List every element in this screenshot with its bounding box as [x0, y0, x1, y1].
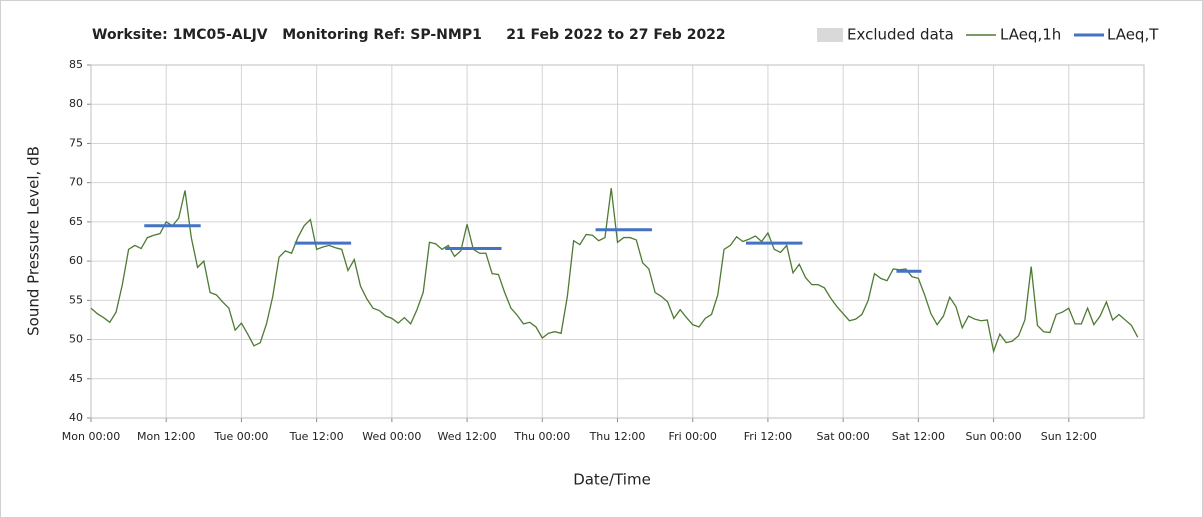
x-tick-label: Mon 00:00	[62, 430, 120, 443]
legend-label: LAeq,1h	[1000, 26, 1061, 44]
x-axis-title: Date/Time	[573, 471, 651, 489]
x-tick-label: Sun 00:00	[966, 430, 1022, 443]
y-tick-label: 60	[69, 254, 83, 267]
legend-swatch	[817, 28, 843, 42]
x-tick-label: Fri 00:00	[669, 430, 717, 443]
plot-frame	[90, 64, 1145, 419]
y-axis-title: Sound Pressure Level, dB	[25, 146, 43, 336]
x-tick-label: Wed 12:00	[437, 430, 496, 443]
legend-label: LAeq,T	[1107, 26, 1159, 44]
x-tick-label: Tue 00:00	[213, 430, 268, 443]
x-tick-label: Sat 12:00	[892, 430, 945, 443]
y-tick-label: 85	[69, 58, 83, 71]
x-tick-label: Wed 00:00	[362, 430, 421, 443]
y-tick-label: 55	[69, 293, 83, 306]
y-tick-label: 70	[69, 176, 83, 189]
x-tick-label: Mon 12:00	[137, 430, 195, 443]
x-tick-label: Thu 00:00	[513, 430, 570, 443]
y-tick-label: 65	[69, 215, 83, 228]
y-tick-label: 50	[69, 333, 83, 346]
x-tick-label: Sun 12:00	[1041, 430, 1097, 443]
x-tick-label: Thu 12:00	[589, 430, 646, 443]
x-tick-label: Fri 12:00	[744, 430, 792, 443]
y-tick-label: 75	[69, 136, 83, 149]
y-tick-label: 80	[69, 97, 83, 110]
chart-title: Worksite: 1MC05-ALJV Monitoring Ref: SP-…	[92, 27, 726, 43]
data-line	[90, 188, 1139, 354]
legend-label: Excluded data	[847, 26, 954, 44]
y-tick-label: 40	[69, 411, 83, 424]
y-tick-label: 45	[69, 372, 83, 385]
x-tick-label: Tue 12:00	[289, 430, 344, 443]
x-tick-label: Sat 00:00	[817, 430, 870, 443]
